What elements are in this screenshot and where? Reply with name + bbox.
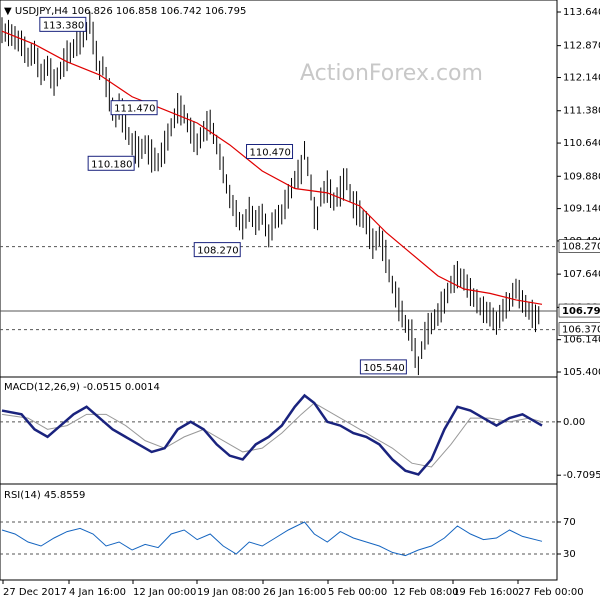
price-annotation-box <box>110 100 158 116</box>
x-tick-label: 26 Jan 16:00 <box>263 587 326 598</box>
rsi-y-tick-label: 70 <box>563 517 576 528</box>
price-annotation-label: 108.270 <box>197 246 238 257</box>
price-annotation-label: 105.540 <box>363 363 404 374</box>
x-tick-label: 27 Dec 2017 <box>3 587 67 598</box>
main-y-tick-label: 111.380 <box>563 106 600 117</box>
main-y-tick-label: 112.140 <box>563 73 600 84</box>
main-y-tick-label: 105.400 <box>563 367 600 378</box>
main-plot: 113.380 111.470 110.180 110.470 108.270 105.5… <box>0 11 557 376</box>
x-tick-label: 12 Jan 00:00 <box>133 587 196 598</box>
rsi-title: RSI(14) 45.8559 <box>4 490 85 501</box>
main-title: ▼ USDJPY,H4 106.826 106.858 106.742 106.… <box>4 6 246 17</box>
level-tag <box>558 239 600 253</box>
level-tag <box>558 303 600 318</box>
main-y-tick-label: 106.140 <box>563 335 600 346</box>
x-tick-label: 27 Feb 00:00 <box>518 587 584 598</box>
main-y-tick-label: 109.140 <box>563 204 600 215</box>
x-tick-label: 5 Feb 00:00 <box>328 587 387 598</box>
main-y-tick-label: 110.640 <box>563 138 600 149</box>
x-tick-label: 4 Jan 16:00 <box>69 587 126 598</box>
x-tick-label: 19 Jan 08:00 <box>197 587 260 598</box>
macd-line <box>1 393 543 476</box>
price-annotation-box <box>87 155 135 171</box>
macd-title: MACD(12,26,9) -0.0515 0.0014 <box>4 382 160 393</box>
main-panel-frame <box>0 0 558 378</box>
rsi-panel-frame <box>0 483 558 581</box>
watermark: ActionForex.com <box>300 61 483 86</box>
axes: 113.640 112.870 112.140 111.380 110.640 109.8… <box>2 7 600 598</box>
macd-signal-line <box>1 402 543 468</box>
price-annotation-box <box>39 16 87 32</box>
title-triangle: ▼ <box>4 6 15 17</box>
main-y-tick-label: 113.640 <box>563 7 600 18</box>
price-annotation-label: 111.470 <box>114 104 155 115</box>
macd-y-tick-label: 0.00 <box>563 417 585 428</box>
rsi-y-tick-label: 30 <box>563 549 576 560</box>
rsi-plot <box>0 521 557 557</box>
level-label: 106.370 <box>562 325 600 336</box>
price-annotation-label: 110.470 <box>250 147 291 158</box>
rsi-line <box>1 521 543 557</box>
price-annotation-label: 113.380 <box>43 20 84 31</box>
main-y-tick-label: 112.870 <box>563 41 600 52</box>
main-y-tick-label: 107.640 <box>563 269 600 280</box>
main-y-tick-label: 109.880 <box>563 171 600 182</box>
price-annotation-box <box>246 143 294 159</box>
price-annotation-label: 110.180 <box>91 159 132 170</box>
level-label: 108.270 <box>562 242 600 253</box>
macd-y-tick-label: -0.7095 <box>563 470 600 481</box>
x-tick-label: 12 Feb 08:00 <box>393 587 459 598</box>
price-annotation-box <box>193 242 241 258</box>
level-label: 106.795 <box>562 306 600 317</box>
level-tag <box>558 322 600 336</box>
x-tick-label: 19 Feb 16:00 <box>453 587 519 598</box>
ma-line <box>1 30 543 305</box>
macd-plot <box>0 393 557 476</box>
macd-panel-frame <box>0 376 558 485</box>
price-annotation-box <box>359 359 407 375</box>
